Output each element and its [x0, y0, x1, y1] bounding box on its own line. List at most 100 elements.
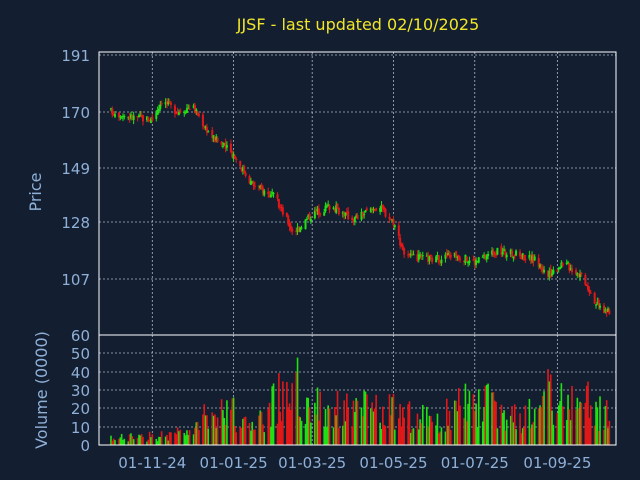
volume-bar: [391, 397, 393, 445]
volume-bar: [375, 394, 377, 445]
volume-bar: [160, 431, 163, 445]
candle-body: [215, 136, 218, 141]
volume-bar: [184, 435, 187, 445]
volume-bar: [276, 423, 279, 445]
candle-body: [389, 219, 392, 221]
candle-body: [560, 262, 563, 268]
candle-body: [119, 116, 122, 118]
candle-body: [417, 254, 420, 260]
volume-bar: [537, 408, 540, 445]
volume-y-tick-label: 20: [71, 400, 90, 418]
volume-bar: [140, 434, 143, 445]
candle-body: [399, 237, 402, 246]
candle-body: [183, 111, 186, 114]
volume-bar: [155, 438, 158, 445]
candle-body: [336, 203, 339, 209]
candle-body: [289, 225, 292, 230]
volume-bar: [429, 416, 432, 445]
candle-body: [515, 250, 518, 256]
volume-bar: [290, 409, 292, 445]
candle-body: [155, 113, 158, 119]
volume-bar: [435, 425, 437, 445]
candle-body: [240, 167, 243, 171]
candle-body: [372, 208, 375, 211]
candle-body: [111, 108, 114, 115]
volume-bar: [457, 387, 460, 445]
x-tick-label: 01-07-25: [441, 454, 509, 472]
volume-bar: [146, 441, 148, 445]
volume-bar: [324, 408, 327, 445]
candle-body: [473, 258, 476, 265]
candle-body: [279, 206, 282, 208]
volume-bar: [453, 400, 456, 445]
volume-bar: [371, 402, 373, 445]
volume-bar: [543, 391, 545, 445]
candle-body: [188, 108, 191, 110]
volume-bar: [224, 424, 227, 445]
candle-body: [465, 256, 468, 262]
candle-body: [231, 151, 234, 158]
candle-body: [449, 254, 452, 258]
volume-bar: [131, 436, 134, 445]
candle-body: [393, 225, 396, 228]
volume-bar: [398, 418, 400, 445]
candle-body: [419, 254, 422, 256]
candle-body: [416, 254, 419, 262]
volume-bar: [336, 390, 339, 445]
candle-body: [212, 135, 215, 139]
candle-body: [463, 260, 466, 263]
candle-body: [447, 253, 450, 256]
volume-bar: [383, 424, 385, 445]
volume-bar: [607, 428, 609, 445]
candle-body: [204, 126, 207, 129]
price-y-tick-label: 149: [61, 160, 90, 178]
candle-body: [521, 253, 524, 258]
candle-body: [483, 254, 486, 256]
candle-body: [384, 208, 387, 217]
candle-body: [439, 261, 442, 263]
volume-bar: [287, 408, 290, 445]
candle-body: [235, 159, 238, 161]
candle-body: [343, 212, 346, 217]
candle-body: [268, 195, 271, 197]
candle-body: [576, 273, 579, 276]
price-y-tick-label: 128: [61, 214, 90, 232]
candle-body: [435, 256, 438, 263]
volume-bar: [307, 397, 309, 445]
volume-bar: [557, 405, 560, 445]
volume-bar: [402, 407, 404, 445]
candle-body: [401, 245, 404, 251]
volume-bar: [254, 429, 256, 445]
volume-bar: [362, 416, 364, 445]
x-tick-label: 01-03-25: [278, 454, 346, 472]
volume-bar: [194, 427, 196, 445]
candle-body: [128, 116, 131, 119]
candle-body: [281, 207, 284, 215]
volume-bar: [417, 429, 420, 445]
volume-bar: [296, 357, 299, 445]
candle-body: [333, 208, 336, 212]
volume-bar: [280, 420, 283, 445]
volume-bar: [354, 411, 356, 445]
candle-body: [365, 208, 368, 211]
volume-bar: [114, 440, 116, 445]
volume-bar: [589, 405, 592, 445]
candle-body: [579, 273, 582, 278]
candle-body: [448, 254, 451, 256]
candle-body: [511, 250, 514, 258]
volume-bar: [500, 404, 503, 445]
candle-body: [252, 181, 255, 186]
candle-body: [328, 205, 331, 210]
candle-body: [373, 210, 376, 212]
volume-bar: [127, 441, 130, 445]
volume-bar: [551, 410, 553, 445]
volume-bar: [338, 427, 340, 445]
volume-bar: [448, 410, 451, 445]
candle-body: [307, 215, 310, 218]
candle-body: [565, 262, 568, 264]
candle-body: [556, 270, 559, 272]
volume-bar: [158, 436, 160, 445]
candle-body: [233, 155, 236, 160]
volume-bar: [132, 439, 135, 445]
